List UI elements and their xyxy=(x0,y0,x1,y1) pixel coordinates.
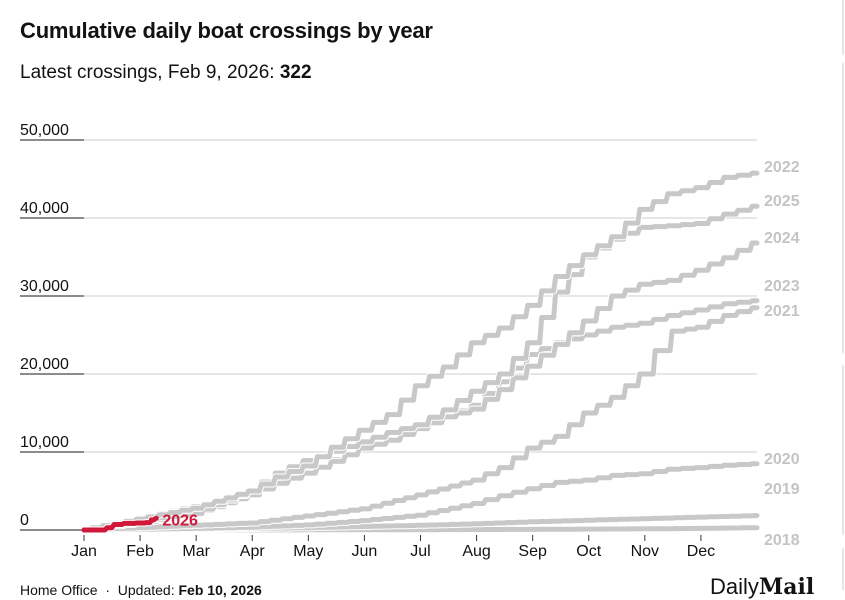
daily-mail-logo: DailyMail xyxy=(710,574,814,600)
series-label-2026: 2026 xyxy=(162,512,198,529)
updated-label: Updated: xyxy=(117,582,179,598)
series-line-2022 xyxy=(81,170,760,533)
series-label-2019: 2019 xyxy=(764,481,800,498)
series-label-2025: 2025 xyxy=(764,193,800,210)
y-tick-label: 50,000 xyxy=(20,122,69,139)
latest-crossings-value: 322 xyxy=(279,62,312,83)
y-tick-label: 10,000 xyxy=(20,434,69,451)
series-label-2020: 2020 xyxy=(764,451,800,468)
series-label-2021: 2021 xyxy=(764,303,800,320)
x-tick-label: Apr xyxy=(240,543,266,560)
series-line-2021 xyxy=(81,305,760,533)
divider xyxy=(842,0,844,55)
x-tick-label: Mar xyxy=(182,543,210,560)
x-tick-label: Nov xyxy=(631,543,659,560)
divider xyxy=(842,548,844,590)
series-lines xyxy=(81,169,760,534)
y-tick-label: 30,000 xyxy=(20,278,69,295)
updated-date: Feb 10, 2026 xyxy=(178,582,262,598)
chart-subtitle: Latest crossings, Feb 9, 2026: 322 xyxy=(20,62,312,84)
y-tick-label: 0 xyxy=(20,512,29,529)
subtitle-prefix: Latest crossings, Feb 9, 2026: xyxy=(20,62,280,83)
divider xyxy=(842,63,844,353)
series-line-2026 xyxy=(81,515,159,533)
x-tick-label: Jan xyxy=(71,543,97,560)
logo-mail: Mail xyxy=(758,574,815,600)
gridlines xyxy=(20,139,757,531)
source-text: Home Office xyxy=(20,582,98,598)
x-tick-label: Dec xyxy=(687,543,715,560)
series-label-2022: 2022 xyxy=(764,159,800,176)
series-label-2018: 2018 xyxy=(764,532,800,549)
x-tick-label: Feb xyxy=(126,543,154,560)
x-tick-label: Aug xyxy=(462,543,490,560)
chart-title: Cumulative daily boat crossings by year xyxy=(20,18,433,43)
footer: Home Office · Updated: Feb 10, 2026 xyxy=(20,582,262,598)
series-label-2024: 2024 xyxy=(764,230,800,247)
series-label-2023: 2023 xyxy=(764,278,800,295)
x-tick-label: Jun xyxy=(352,543,378,560)
x-tick-label: Oct xyxy=(576,543,601,560)
logo-daily: Daily xyxy=(710,574,759,599)
series-labels: 2018 2019 2020 2021 2023 2024 2025 2022 2026 xyxy=(162,159,799,549)
y-tick-label: 20,000 xyxy=(20,356,69,373)
y-axis: 0 10,000 20,000 30,000 40,000 50,000 xyxy=(20,122,69,529)
x-tick-label: May xyxy=(293,543,323,560)
y-tick-label: 40,000 xyxy=(20,200,69,217)
x-tick-label: Sep xyxy=(518,543,547,560)
divider xyxy=(842,365,844,535)
x-tick-label: Jul xyxy=(410,543,430,560)
x-axis: Jan Feb Mar Apr May Jun Jul Aug Sep Oct Nov Dec xyxy=(71,535,715,560)
